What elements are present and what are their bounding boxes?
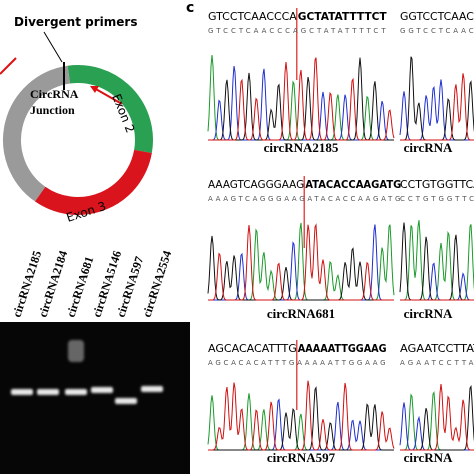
sequence-left: AGCACACATTTG [208,342,297,355]
primer-arrow [0,57,17,75]
sequencing-panel: GTCCTCAACCCA GCTATATTTTCT GTCCTCAACCCAGCTA… [207,8,474,465]
trace-letters: AAAGTCAGGGAAGATACACCAAGATG [208,195,400,203]
chromatogram-trace [400,73,474,141]
chromatogram-trace [208,57,395,141]
chromatogram-trace [400,220,474,301]
sample-name: circRNA597 [267,450,336,465]
chromatogram-trace [208,222,395,301]
chromatogram-trace [400,56,474,141]
smear [68,340,84,362]
sample-name: circRNA [404,450,453,465]
band [141,386,163,392]
band [115,398,137,404]
ring-segment [34,149,152,215]
band [65,389,87,395]
trace-letters: CCTGTGGTTC [400,195,474,203]
panel-label: c [186,0,194,16]
ring-segment [3,65,71,202]
sample-name: circRNA [404,306,453,321]
junction-label: CircRNA [30,87,79,101]
chromatogram-trace [208,380,395,451]
primer-arrow [93,87,123,105]
sequence-left: AAAGTCAGGGAAG [208,178,304,191]
sequence-right: AAAAATTGGAAG [298,342,387,355]
trace-letters: AGCACACATTTGAAAAATTGGAAG [208,359,386,367]
chromatogram-trace [400,384,474,451]
sequence-left: GTCCTCAACCCA [208,10,297,23]
chromatogram-trace [400,262,474,301]
junction-label: Junction [30,103,75,117]
band [37,389,59,395]
gel [0,322,190,474]
primer-title: Divergent primers [14,15,137,29]
chromatogram-trace [208,223,394,301]
band [91,387,113,393]
sequence-right: GCTATATTTTCT [298,10,387,23]
sample-name: circRNA2185 [264,140,339,155]
sample-name: circRNA681 [267,306,335,321]
sequence-right: ATACACCAAGATG [305,178,401,191]
chromatogram-trace [208,224,394,301]
chromatogram-trace [208,57,394,141]
trace-letters: GTCCTCAACCCAGCTATATTTTCT [208,27,386,35]
arrow-head [90,86,99,93]
pointer [43,31,63,63]
band [11,389,33,395]
chromatogram-trace [399,79,474,141]
sequence-left: AGAATCCTTATG [400,342,474,355]
trace-letters: GGTCCTCAACC [400,27,474,35]
sample-name: circRNA [404,140,453,155]
circrna-diagram [3,65,153,215]
sequence-left: GGTCCTCAACC [400,10,474,23]
trace-letters: AGAATCCTTATG [400,359,474,367]
ring-segment [67,65,153,154]
sequence-left: CCTGTGGTTCAG [400,178,474,191]
